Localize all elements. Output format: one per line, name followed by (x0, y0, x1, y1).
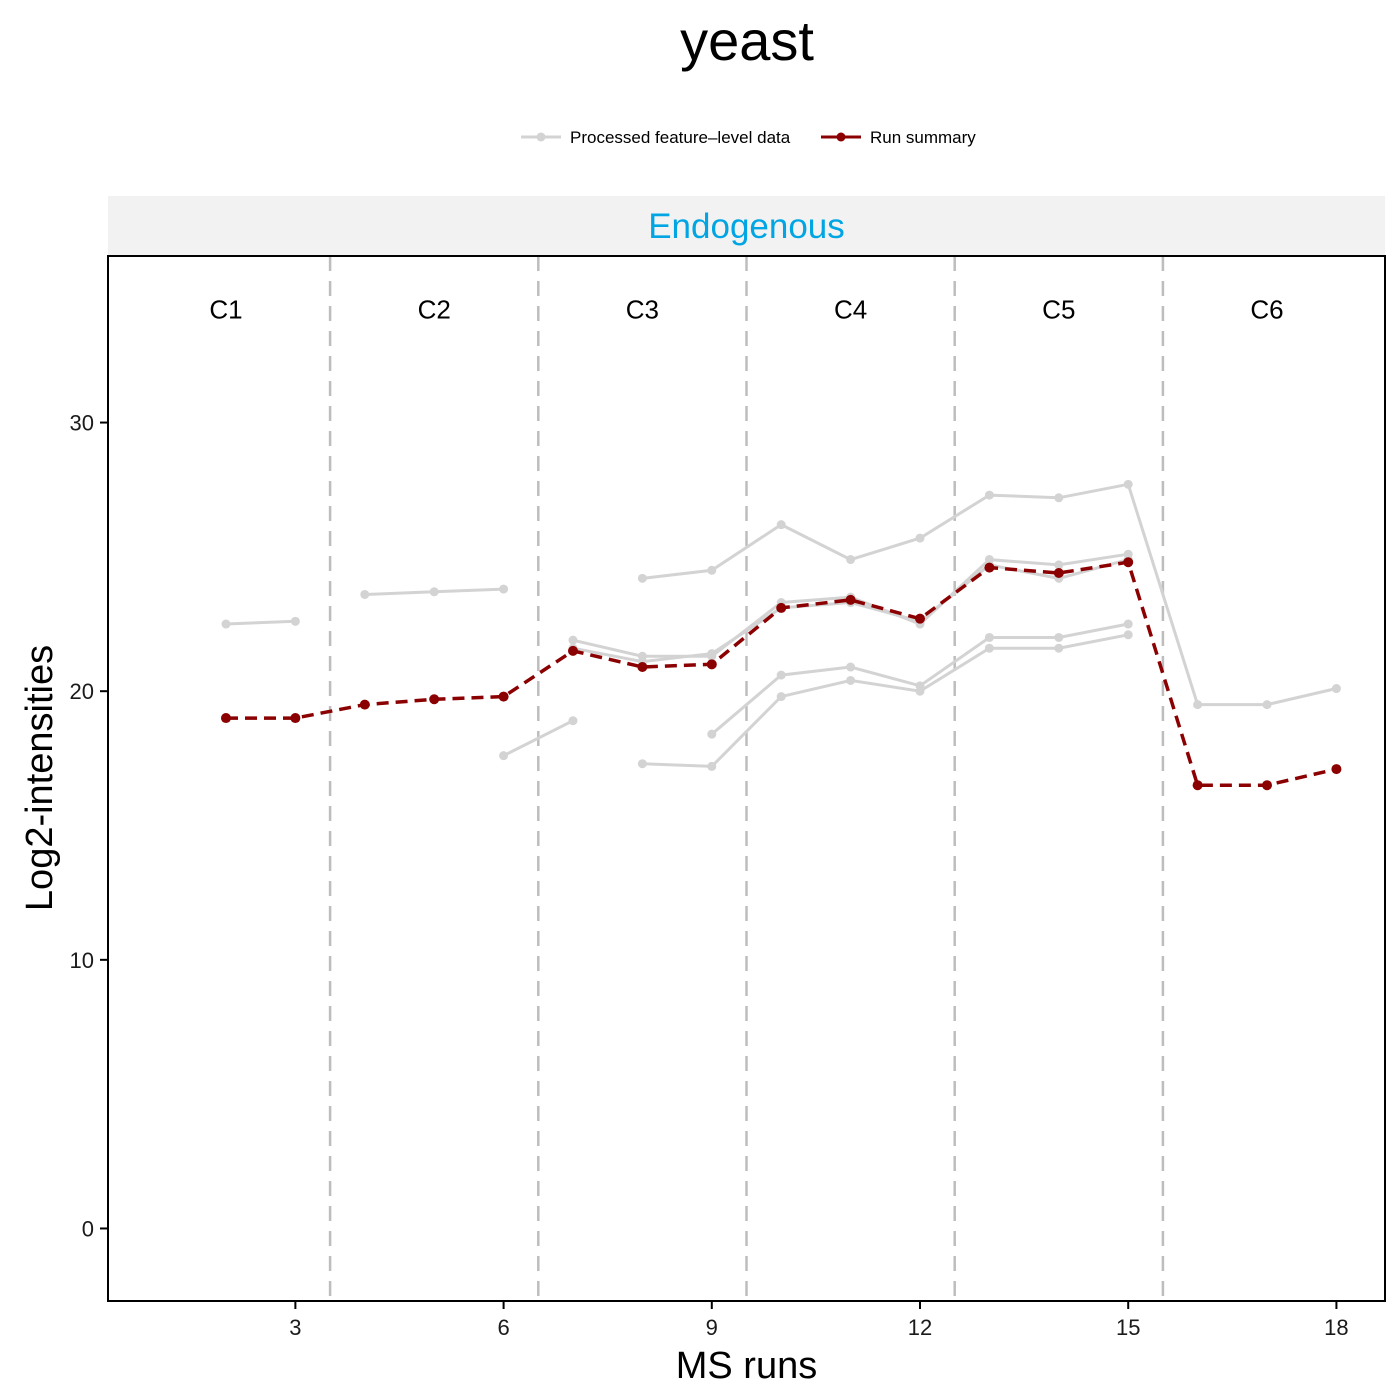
feature-point (1123, 479, 1133, 489)
feature-point (568, 716, 578, 726)
feature-point (846, 555, 856, 565)
y-tick-label: 20 (70, 679, 94, 704)
feature-point (1331, 684, 1341, 694)
feature-point (984, 643, 994, 653)
feature-point (568, 635, 578, 645)
feature-line (572, 558, 1129, 664)
feature-point (707, 565, 717, 575)
legend-item: Processed feature–level data (521, 128, 791, 147)
x-tick-label: 12 (908, 1315, 932, 1340)
feature-point (1054, 560, 1064, 570)
feature-point (984, 632, 994, 642)
feature-point (915, 533, 925, 543)
x-tick-label: 9 (706, 1315, 718, 1340)
run-summary-point (845, 594, 856, 605)
run-summary-point (637, 662, 648, 673)
feature-point (1054, 643, 1064, 653)
y-tick-label: 30 (70, 411, 94, 436)
run-summary-point (220, 713, 231, 724)
feature-point (707, 729, 717, 739)
feature-point (637, 759, 647, 769)
x-tick-label: 3 (289, 1315, 301, 1340)
condition-label: C4 (834, 295, 867, 325)
run-summary-point (984, 562, 995, 573)
legend: Processed feature–level data Run summary (521, 128, 976, 147)
feature-point (499, 751, 509, 761)
feature-point (637, 573, 647, 583)
feature-line (710, 622, 1129, 736)
feature-point (707, 649, 717, 659)
feature-point (221, 619, 231, 629)
run-summary-point (290, 713, 301, 724)
feature-point (1054, 632, 1064, 642)
feature-line (225, 619, 296, 626)
facet-strip-label: Endogenous (648, 207, 845, 246)
feature-point (1123, 630, 1133, 640)
run-summary-point (359, 699, 370, 710)
x-tick-label: 18 (1324, 1315, 1348, 1340)
run-summary-point (498, 691, 509, 702)
y-axis-label: Log2-intensities (19, 645, 61, 911)
run-summary-point (1123, 557, 1134, 568)
feature-point (360, 589, 370, 599)
y-tick-label: 0 (82, 1216, 94, 1241)
condition-label: C3 (626, 295, 659, 325)
legend-key-point (536, 132, 546, 142)
feature-point (1054, 493, 1064, 503)
run-summary-point (706, 659, 717, 670)
run-summary-point (1331, 764, 1342, 775)
condition-label: C5 (1042, 295, 1075, 325)
feature-point (1262, 700, 1272, 710)
feature-point (290, 616, 300, 626)
feature-point (776, 520, 786, 530)
x-tick-label: 6 (497, 1315, 509, 1340)
legend-item: Run summary (821, 128, 976, 147)
feature-point (846, 675, 856, 685)
feature-point (776, 692, 786, 702)
run-summary-point (567, 645, 578, 656)
chart-title: yeast (680, 9, 814, 72)
feature-point (429, 587, 439, 597)
y-tick-label: 10 (70, 948, 94, 973)
feature-point (776, 670, 786, 680)
feature-point (707, 761, 717, 771)
facet-strip (108, 196, 1385, 256)
feature-point (1123, 619, 1133, 629)
condition-label: C1 (209, 295, 242, 325)
x-axis-label: MS runs (676, 1345, 817, 1387)
x-tick-label: 15 (1116, 1315, 1140, 1340)
condition-label: C6 (1250, 295, 1283, 325)
panel-border (107, 255, 1386, 1302)
condition-label: C2 (418, 295, 451, 325)
run-summary-point (1192, 780, 1203, 791)
feature-point (915, 681, 925, 691)
feature-point (499, 584, 509, 594)
feature-line (502, 719, 574, 758)
feature-point (846, 662, 856, 672)
run-summary-point (1053, 567, 1064, 578)
legend-label: Processed feature–level data (570, 128, 791, 147)
run-summary-point (776, 602, 787, 613)
x-axis: 3 6 9 12 15 18 (289, 1301, 1349, 1340)
legend-key-point (836, 132, 846, 142)
run-summary-point (429, 694, 440, 705)
plot-area: C1 C2 C3 C4 C5 C6 (209, 256, 1342, 1301)
feature-point (984, 490, 994, 500)
feature-line (642, 633, 1129, 768)
legend-label: Run summary (870, 128, 976, 147)
y-axis: 0 10 20 30 (70, 411, 108, 1241)
run-summary-point (915, 613, 926, 624)
run-summary-point (1262, 780, 1273, 791)
feature-point (1193, 700, 1203, 710)
